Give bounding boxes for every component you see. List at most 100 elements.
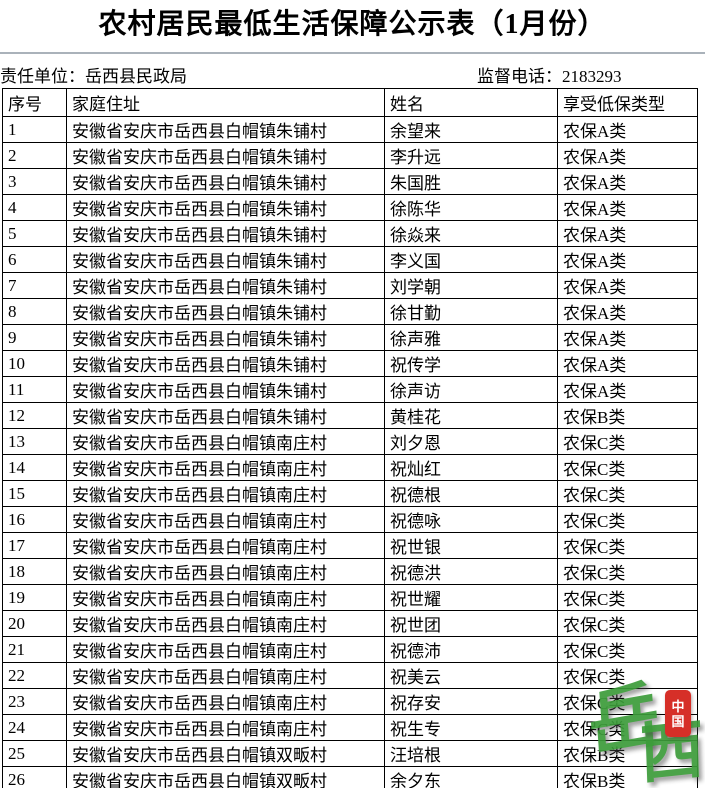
cell-no: 19 xyxy=(2,584,67,611)
cell-type: 农保C类 xyxy=(557,688,698,715)
responsible-unit: 责任单位：岳西县民政局 xyxy=(0,62,187,87)
cell-no: 22 xyxy=(2,662,67,689)
cell-address: 安徽省安庆市岳西县白帽镇朱铺村 xyxy=(66,168,385,195)
cell-address: 安徽省安庆市岳西县白帽镇南庄村 xyxy=(66,532,385,559)
table-row: 17 安徽省安庆市岳西县白帽镇南庄村 祝世银 农保C类 xyxy=(2,532,698,559)
cell-name: 徐声访 xyxy=(384,376,558,403)
cell-type: 农保A类 xyxy=(557,168,698,195)
cell-no: 23 xyxy=(2,688,67,715)
cell-type: 农保C类 xyxy=(557,532,698,559)
cell-no: 21 xyxy=(2,636,67,663)
cell-name: 祝德根 xyxy=(384,480,558,507)
cell-type: 农保A类 xyxy=(557,246,698,273)
cell-no: 16 xyxy=(2,506,67,533)
cell-name: 李升远 xyxy=(384,142,558,169)
table-row: 8 安徽省安庆市岳西县白帽镇朱铺村 徐甘勤 农保A类 xyxy=(2,298,698,325)
table-row: 21 安徽省安庆市岳西县白帽镇南庄村 祝德沛 农保C类 xyxy=(2,636,698,663)
cell-address: 安徽省安庆市岳西县白帽镇南庄村 xyxy=(66,428,385,455)
cell-address: 安徽省安庆市岳西县白帽镇南庄村 xyxy=(66,454,385,481)
cell-address: 安徽省安庆市岳西县白帽镇双畈村 xyxy=(66,766,385,788)
supervision-phone-label: 监督电话： xyxy=(477,67,562,86)
cell-type: 农保C类 xyxy=(557,506,698,533)
cell-type: 农保C类 xyxy=(557,428,698,455)
cell-type: 农保A类 xyxy=(557,116,698,143)
cell-no: 1 xyxy=(2,116,67,143)
cell-name: 徐甘勤 xyxy=(384,298,558,325)
table-row: 26 安徽省安庆市岳西县白帽镇双畈村 余夕东 农保B类 xyxy=(2,766,698,788)
cell-no: 12 xyxy=(2,402,67,429)
table-row: 12 安徽省安庆市岳西县白帽镇朱铺村 黄桂花 农保B类 xyxy=(2,402,698,429)
responsible-unit-value: 岳西县民政局 xyxy=(85,67,187,86)
title-divider xyxy=(0,52,705,54)
table-row: 16 安徽省安庆市岳西县白帽镇南庄村 祝德咏 农保C类 xyxy=(2,506,698,533)
cell-type: 农保A类 xyxy=(557,298,698,325)
table-row: 4 安徽省安庆市岳西县白帽镇朱铺村 徐陈华 农保A类 xyxy=(2,194,698,221)
cell-type: 农保A类 xyxy=(557,220,698,247)
cell-address: 安徽省安庆市岳西县白帽镇朱铺村 xyxy=(66,220,385,247)
cell-address: 安徽省安庆市岳西县白帽镇南庄村 xyxy=(66,688,385,715)
cell-address: 安徽省安庆市岳西县白帽镇朱铺村 xyxy=(66,324,385,351)
cell-address: 安徽省安庆市岳西县白帽镇朱铺村 xyxy=(66,272,385,299)
cell-name: 朱国胜 xyxy=(384,168,558,195)
cell-type: 农保C类 xyxy=(557,480,698,507)
cell-type: 农保A类 xyxy=(557,272,698,299)
table-row: 1 安徽省安庆市岳西县白帽镇朱铺村 余望来 农保A类 xyxy=(2,116,698,143)
cell-no: 7 xyxy=(2,272,67,299)
cell-type: 农保C类 xyxy=(557,558,698,585)
cell-address: 安徽省安庆市岳西县白帽镇朱铺村 xyxy=(66,402,385,429)
cell-address: 安徽省安庆市岳西县白帽镇南庄村 xyxy=(66,506,385,533)
cell-name: 祝灿红 xyxy=(384,454,558,481)
cell-address: 安徽省安庆市岳西县白帽镇朱铺村 xyxy=(66,194,385,221)
cell-no: 5 xyxy=(2,220,67,247)
cell-name: 李义国 xyxy=(384,246,558,273)
cell-type: 农保A类 xyxy=(557,376,698,403)
cell-type: 农保B类 xyxy=(557,402,698,429)
table-row: 9 安徽省安庆市岳西县白帽镇朱铺村 徐声雅 农保A类 xyxy=(2,324,698,351)
table-row: 14 安徽省安庆市岳西县白帽镇南庄村 祝灿红 农保C类 xyxy=(2,454,698,481)
cell-no: 15 xyxy=(2,480,67,507)
cell-no: 14 xyxy=(2,454,67,481)
cell-address: 安徽省安庆市岳西县白帽镇朱铺村 xyxy=(66,350,385,377)
cell-address: 安徽省安庆市岳西县白帽镇南庄村 xyxy=(66,662,385,689)
cell-address: 安徽省安庆市岳西县白帽镇南庄村 xyxy=(66,584,385,611)
supervision-phone: 监督电话：2183293 xyxy=(477,62,622,87)
cell-no: 20 xyxy=(2,610,67,637)
cell-name: 余夕东 xyxy=(384,766,558,788)
table-row: 7 安徽省安庆市岳西县白帽镇朱铺村 刘学朝 农保A类 xyxy=(2,272,698,299)
cell-name: 徐焱来 xyxy=(384,220,558,247)
cell-type: 农保C类 xyxy=(557,584,698,611)
cell-no: 18 xyxy=(2,558,67,585)
table-row: 15 安徽省安庆市岳西县白帽镇南庄村 祝德根 农保C类 xyxy=(2,480,698,507)
table-header-row: 序号 家庭住址 姓名 享受低保类型 xyxy=(2,88,698,117)
col-header-no: 序号 xyxy=(2,88,67,117)
cell-no: 6 xyxy=(2,246,67,273)
table-row: 22 安徽省安庆市岳西县白帽镇南庄村 祝美云 农保C类 xyxy=(2,662,698,689)
cell-address: 安徽省安庆市岳西县白帽镇朱铺村 xyxy=(66,298,385,325)
cell-name: 祝德沛 xyxy=(384,636,558,663)
cell-no: 26 xyxy=(2,766,67,788)
cell-name: 祝德咏 xyxy=(384,506,558,533)
cell-type: 农保B类 xyxy=(557,766,698,788)
page-title: 农村居民最低生活保障公示表（1月份） xyxy=(98,9,607,40)
cell-name: 祝存安 xyxy=(384,688,558,715)
table-row: 3 安徽省安庆市岳西县白帽镇朱铺村 朱国胜 农保A类 xyxy=(2,168,698,195)
cell-name: 余望来 xyxy=(384,116,558,143)
supervision-phone-value: 2183293 xyxy=(562,67,622,86)
cell-no: 11 xyxy=(2,376,67,403)
cell-name: 汪培根 xyxy=(384,740,558,767)
table-body: 1 安徽省安庆市岳西县白帽镇朱铺村 余望来 农保A类 2 安徽省安庆市岳西县白帽镇朱铺村李… xyxy=(2,116,698,788)
cell-name: 徐声雅 xyxy=(384,324,558,351)
cell-type: 农保C类 xyxy=(557,610,698,637)
cell-type: 农保B类 xyxy=(557,740,698,767)
table-row: 18 安徽省安庆市岳西县白帽镇南庄村 祝德洪 农保C类 xyxy=(2,558,698,585)
cell-no: 25 xyxy=(2,740,67,767)
cell-address: 安徽省安庆市岳西县白帽镇南庄村 xyxy=(66,714,385,741)
table-row: 13 安徽省安庆市岳西县白帽镇南庄村 刘夕恩 农保C类 xyxy=(2,428,698,455)
cell-no: 3 xyxy=(2,168,67,195)
cell-name: 祝世耀 xyxy=(384,584,558,611)
cell-type: 农保C类 xyxy=(557,662,698,689)
cell-name: 祝世团 xyxy=(384,610,558,637)
cell-type: 农保A类 xyxy=(557,350,698,377)
welfare-table: 序号 家庭住址 姓名 享受低保类型 1 安徽省安庆市岳西县白帽镇朱铺村 余望来 农保A… xyxy=(2,88,698,788)
